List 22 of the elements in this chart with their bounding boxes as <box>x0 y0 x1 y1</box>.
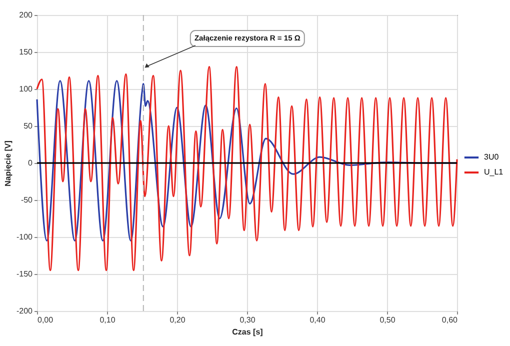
y-tick-label: 50 <box>24 122 34 130</box>
x-tick-label: 0,20 <box>170 316 186 324</box>
y-tick-label: 150 <box>19 48 34 56</box>
y-tick-label: -200 <box>16 306 34 316</box>
y-tick-label: -50 <box>20 196 34 204</box>
y-tick-label: -150 <box>16 270 34 278</box>
x-tick-label: 0,60 <box>442 316 458 324</box>
y-tick-label: 0 <box>28 158 34 168</box>
y-tick-label: -100 <box>16 232 34 242</box>
legend-label: 3U0 <box>484 152 500 162</box>
y-tick-label: 100 <box>19 84 34 94</box>
x-axis-title: Czas [s] <box>232 328 264 336</box>
x-tick-label: 0,00 <box>38 316 54 324</box>
legend-label: U_L1 <box>484 168 504 176</box>
line-series <box>36 80 458 242</box>
line-series <box>36 66 458 272</box>
x-tick-label: 0,30 <box>240 316 256 324</box>
x-tick-label: 0,50 <box>380 316 396 324</box>
x-tick-label: 0,40 <box>310 316 326 324</box>
x-tick-label: 0,10 <box>100 316 116 324</box>
y-axis-title: Napięcie [V] <box>3 140 12 186</box>
y-tick-label: 200 <box>19 10 34 20</box>
